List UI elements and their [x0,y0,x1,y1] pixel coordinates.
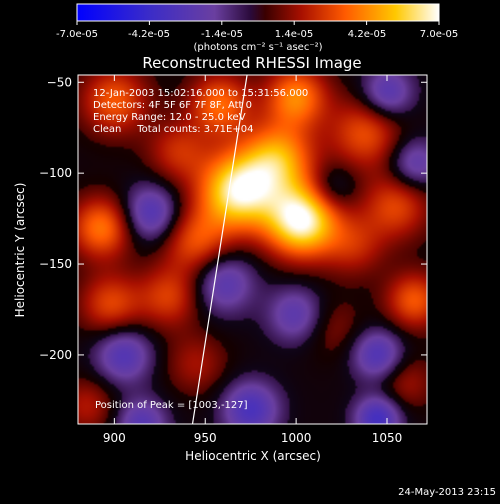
annotation-detectors: Detectors: 4F 5F 6F 7F 8F, Att 0 [93,100,252,111]
y-tick-label-0: −50 [47,75,72,89]
plot-frame [77,74,428,425]
annotation-clean-counts: Clean Total counts: 3.71E+04 [93,124,253,135]
solar-limb-line [191,75,248,424]
footer-date: 24-May-2013 23:15 [398,487,496,498]
annotation-energy-range: Energy Range: 12.0 - 25.0 keV [93,112,246,123]
y-axis-ticks: −50 −100 −150 −200 [39,75,427,362]
x-axis-label: Heliocentric X (arcsec) [185,449,321,463]
annotation-time-range: 12-Jan-2003 15:02:16.000 to 15:31:56.000 [93,88,308,99]
y-tick-label-1: −100 [39,166,72,180]
x-tick-label-0: 900 [103,431,126,445]
peak-position-label: Position of Peak = [1003,-127] [95,400,248,411]
colorbar-tick-label-1: -4.2e-05 [128,29,170,40]
colorbar-tick-label-5: 7.0e-05 [420,29,458,40]
colorbar-tick-label-3: 1.4e-05 [275,29,313,40]
heatmap-image [78,75,427,424]
y-axis-label: Heliocentric Y (arcsec) [13,183,27,318]
x-tick-label-3: 1050 [372,431,403,445]
colorbar [76,3,440,22]
colorbar-tick-label-4: 4.2e-05 [348,29,386,40]
chart-title: Reconstructed RHESSI Image [142,54,361,72]
colorbar-tick-label-2: -1.4e-05 [201,29,243,40]
y-tick-label-2: −150 [39,257,72,271]
x-tick-label-2: 1000 [281,431,312,445]
colorbar-tick-label-0: -7.0e-05 [56,29,98,40]
x-tick-label-1: 950 [194,431,217,445]
x-axis-ticks: 900 950 1000 1050 [103,75,402,445]
colorbar-ticks [76,21,440,25]
colorbar-unit-label: (photons cm⁻² s⁻¹ asec⁻²) [193,42,322,53]
y-tick-label-3: −200 [39,348,72,362]
